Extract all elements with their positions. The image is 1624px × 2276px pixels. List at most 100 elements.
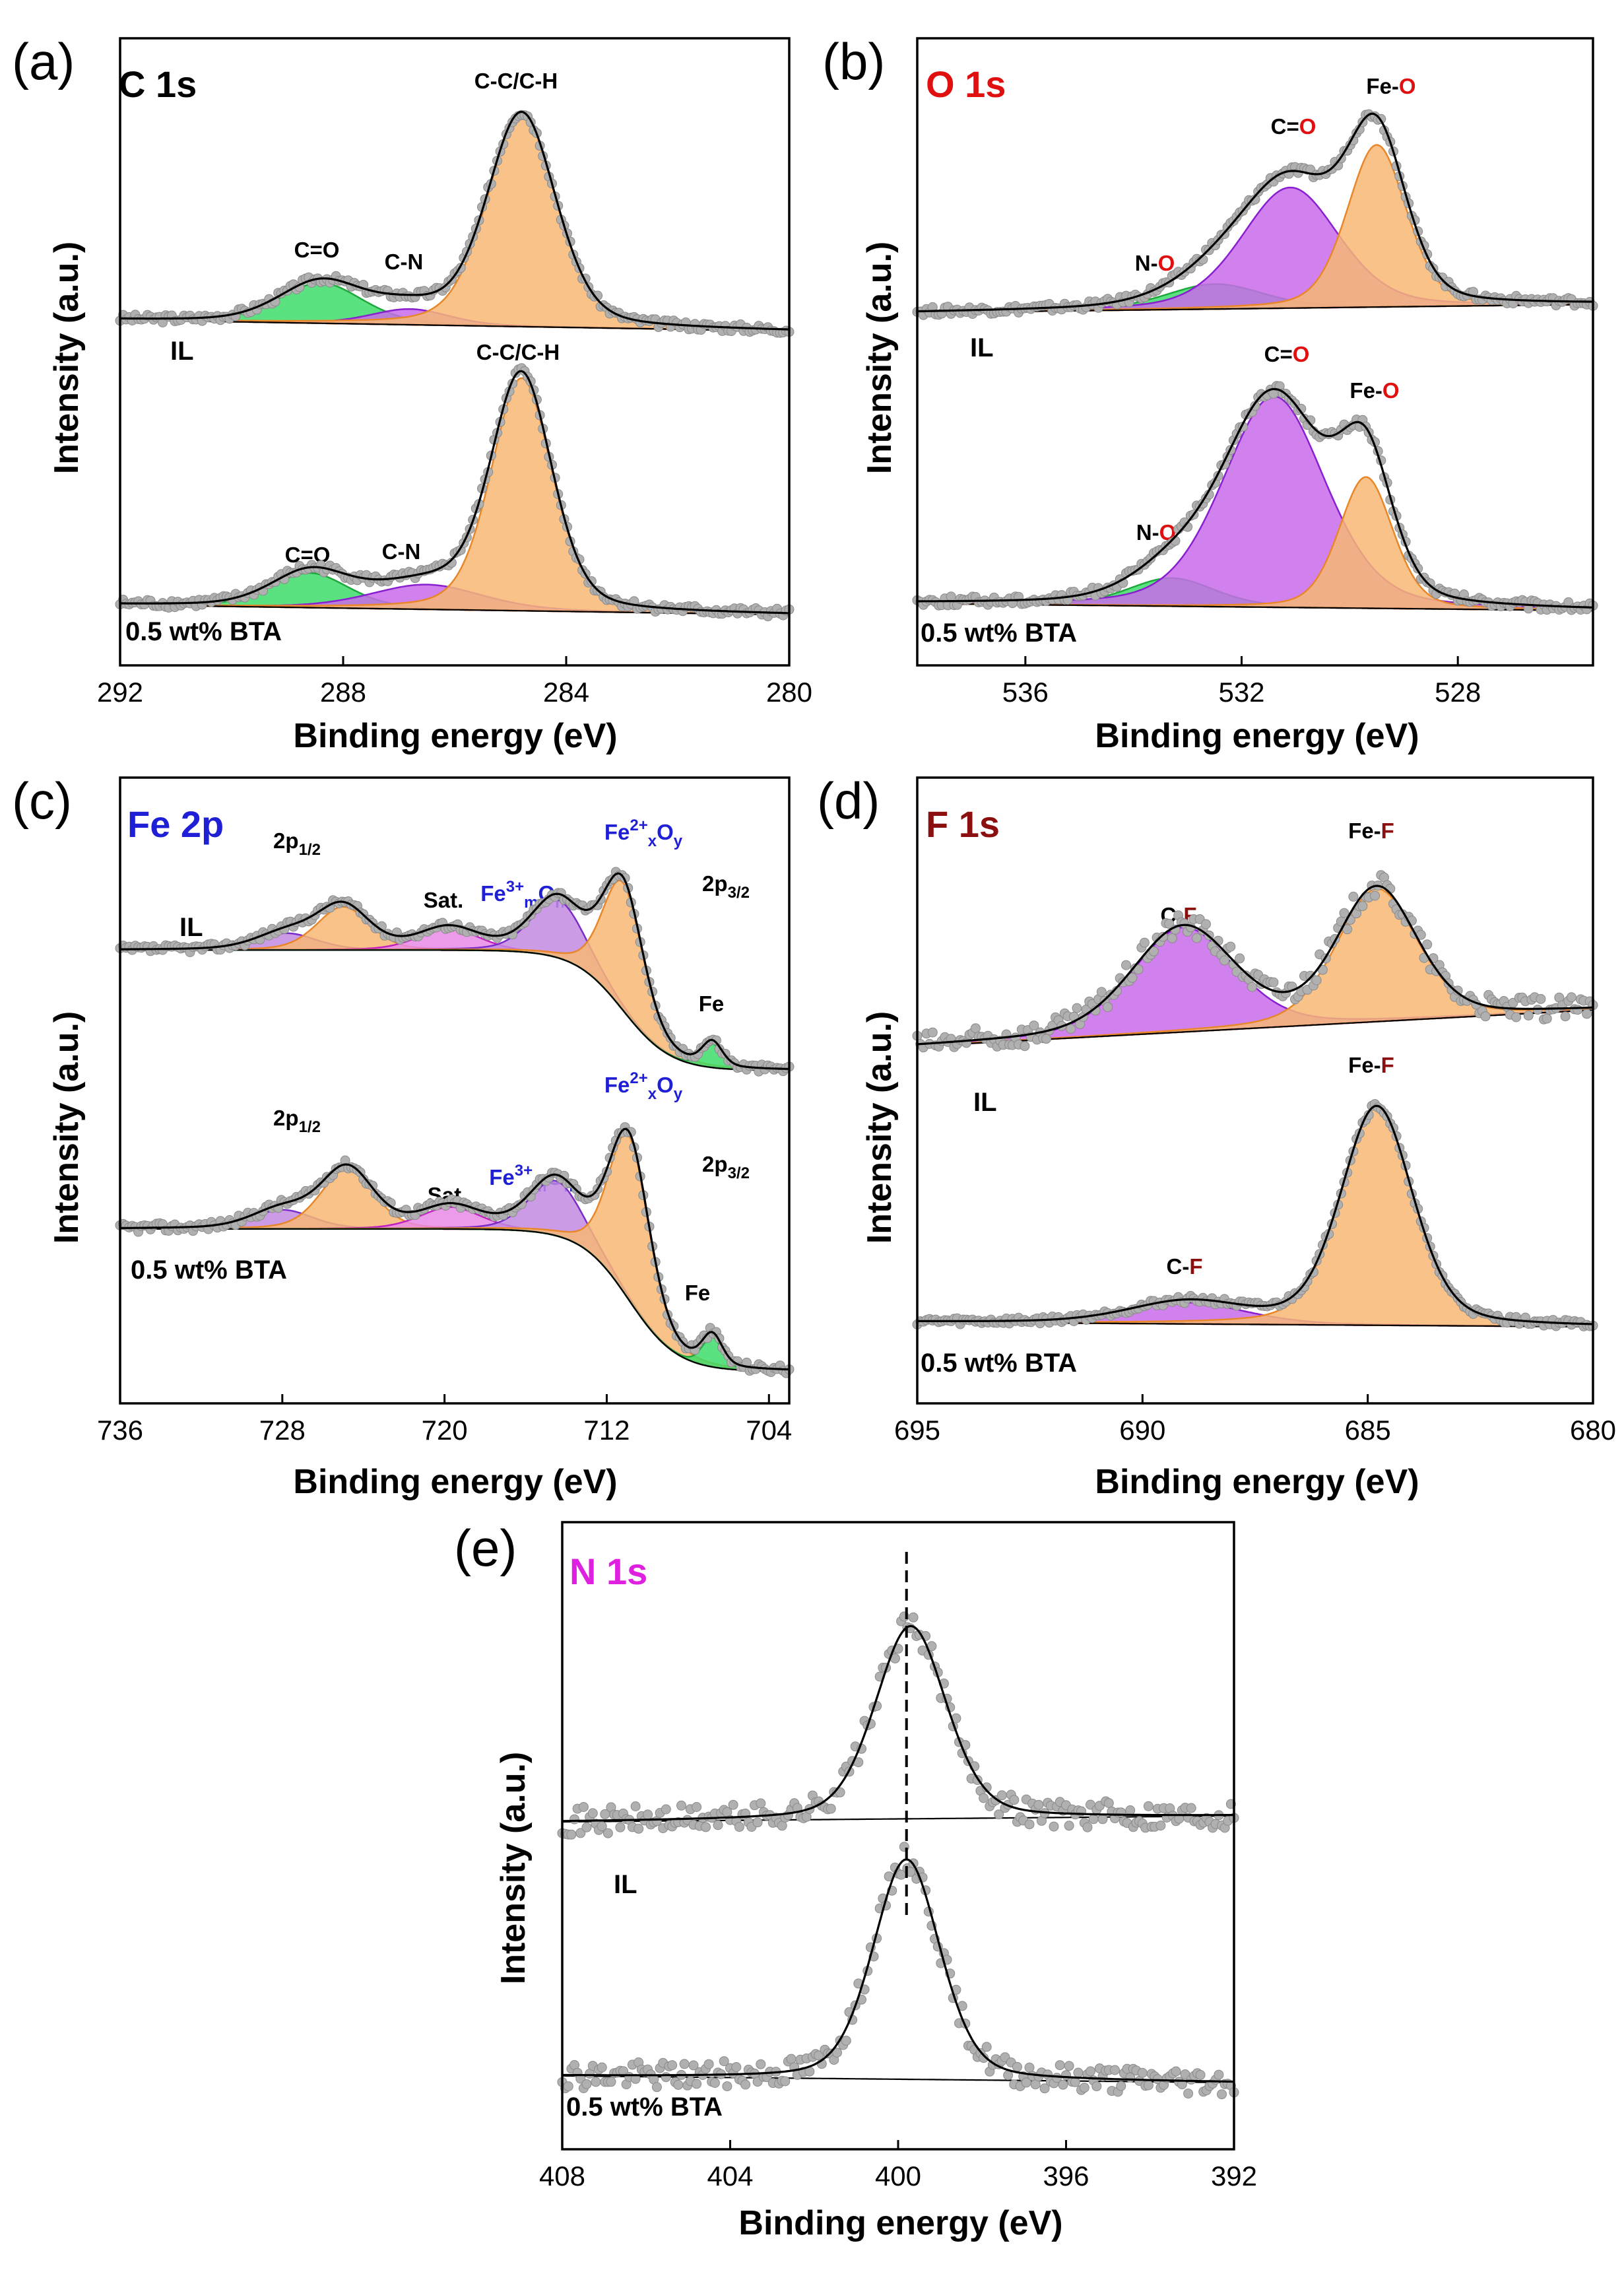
data-point-e-s0	[575, 1828, 586, 1838]
chart-b: 536 532 528	[912, 37, 1598, 708]
data-point-e-s0	[734, 1822, 744, 1832]
x-tick-label-e: 396	[1043, 2160, 1089, 2192]
x-tick-label-c: 704	[746, 1415, 792, 1446]
data-point-e-s1	[722, 2081, 732, 2092]
data-point-e-s0	[1103, 1798, 1114, 1808]
x-tick-label-e: 392	[1211, 2160, 1257, 2192]
element-title-d: F 1s	[926, 803, 1000, 845]
data-point-e-s0	[756, 1798, 766, 1809]
chart-d: 695 690 685 680	[894, 776, 1616, 1446]
data-point-e-s1	[703, 2059, 714, 2069]
panel-label-c: (c)	[12, 772, 72, 830]
data-point-e-s1	[688, 2060, 699, 2071]
peak-label-b-bta-co: C=O	[1264, 342, 1310, 366]
data-point-d-s0	[1029, 1021, 1039, 1031]
data-point-d-s0	[1167, 933, 1177, 943]
fit-envelope-c-s1	[120, 1127, 790, 1371]
data-point-e-s1	[1091, 2081, 1102, 2092]
data-point-d-s0	[1560, 1011, 1571, 1022]
data-point-d-s0	[970, 1023, 981, 1034]
x-tick-label-d: 690	[1119, 1415, 1165, 1446]
data-point-e-s0	[643, 1809, 653, 1820]
x-axis-title-b: Binding energy (eV)	[1095, 717, 1419, 755]
data-point-d-s0	[1385, 883, 1396, 894]
data-point-e-s1	[1039, 2083, 1050, 2094]
peak-label-c-bta-2p12: 2p1/2	[273, 1106, 321, 1136]
data-point-e-s0	[1097, 1814, 1108, 1824]
data-point-e-s1	[1024, 2062, 1035, 2073]
data-point-e-s1	[841, 2036, 851, 2046]
data-point-e-s0	[578, 1802, 589, 1812]
data-point-e-s0	[701, 1822, 711, 1832]
panel-label-a: (a)	[12, 32, 75, 90]
peak-label-c-il-sat: Sat.	[424, 888, 464, 912]
panel-b: (b) Intensity (a.u.) Binding energy (eV)…	[822, 32, 1419, 755]
data-point-e-s0	[630, 1801, 641, 1811]
peak-label-c-bta-fe2: Fe2+xOy	[604, 1069, 683, 1103]
data-point-e-s0	[996, 1790, 1007, 1801]
data-point-d-s0	[1573, 1005, 1583, 1015]
data-point-e-s0	[1049, 1821, 1059, 1832]
data-point-e-s0	[692, 1802, 702, 1812]
data-point-e-s0	[994, 1809, 1004, 1820]
data-point-e-s1	[1143, 2080, 1153, 2091]
sample-label-e-il: IL	[614, 1870, 637, 1899]
data-point-e-s0	[1143, 1801, 1153, 1811]
data-point-b-s1	[946, 591, 956, 602]
data-point-e-s0	[1155, 1821, 1166, 1831]
data-point-e-s1	[651, 2082, 662, 2092]
data-point-e-s1	[1214, 2069, 1224, 2080]
data-point-e-s0	[615, 1822, 626, 1832]
data-point-e-s0	[1033, 1799, 1044, 1810]
data-point-d-s0	[1523, 1010, 1534, 1021]
x-tick-label-c: 720	[422, 1415, 468, 1446]
data-point-e-s0	[661, 1804, 671, 1815]
chart-e: 408 404 400 396 392	[539, 1521, 1257, 2192]
peak-label-c-il-fe2: Fe2+xOy	[604, 817, 683, 850]
peak-label-b-il-no: N-O	[1135, 251, 1175, 275]
sample-label-d-il: IL	[973, 1088, 997, 1117]
data-point-d-s0	[1268, 977, 1279, 987]
x-tick-label-d: 695	[894, 1415, 940, 1446]
x-tick-label-c: 712	[583, 1415, 630, 1446]
data-point-d-s0	[1511, 1012, 1522, 1022]
peak-label-c-il-2p12: 2p1/2	[273, 828, 321, 859]
x-tick-label-d: 685	[1345, 1415, 1391, 1446]
panel-label-d: (d)	[817, 772, 880, 830]
data-point-d-s0	[1133, 964, 1144, 975]
peak-label-d-bta-cf: C-F	[1167, 1254, 1203, 1279]
data-point-e-s0	[777, 1821, 787, 1831]
y-axis-title-c: Intensity (a.u.)	[48, 1011, 86, 1244]
sample-label-e-bta: 0.5 wt% BTA	[566, 2092, 723, 2122]
data-point-d-s0	[1164, 918, 1175, 929]
x-tick-label-a: 288	[320, 677, 366, 708]
data-point-e-s1	[661, 2072, 671, 2083]
data-point-e-s1	[1116, 2081, 1126, 2091]
x-tick-label-e: 404	[707, 2160, 753, 2192]
data-point-d-s0	[1066, 1024, 1076, 1034]
data-point-e-s1	[563, 2081, 573, 2092]
data-point-d-s0	[1582, 1009, 1592, 1019]
data-point-e-s1	[1058, 2079, 1068, 2090]
x-tick-label-b: 536	[1002, 677, 1049, 708]
data-point-d-s0	[1103, 1002, 1113, 1013]
panel-label-b: (b)	[822, 32, 885, 90]
data-point-e-s1	[780, 2076, 791, 2087]
data-point-e-s0	[1064, 1821, 1074, 1831]
sample-label-a-il: IL	[170, 337, 194, 366]
fit-envelope-d-s0	[917, 885, 1594, 1046]
data-point-e-s0	[569, 1814, 579, 1824]
peak-label-d-il-fef: Fe-F	[1348, 819, 1394, 843]
data-point-e-s1	[731, 2062, 742, 2072]
peak-label-b-il-feo: Fe-O	[1366, 74, 1415, 98]
data-point-e-s1	[1012, 2061, 1022, 2072]
panel-label-e: (e)	[454, 1519, 517, 1577]
panel-d: (d) Intensity (a.u.) Binding energy (eV)…	[817, 772, 1419, 1501]
data-point-e-s1	[786, 2054, 796, 2064]
data-point-e-s1	[832, 2048, 842, 2058]
data-point-e-s1	[591, 2077, 601, 2087]
data-point-e-s0	[587, 1808, 598, 1819]
data-point-d-s0	[1225, 941, 1236, 952]
plot-frame-a	[119, 37, 791, 667]
sample-label-b-bta: 0.5 wt% BTA	[921, 619, 1077, 648]
